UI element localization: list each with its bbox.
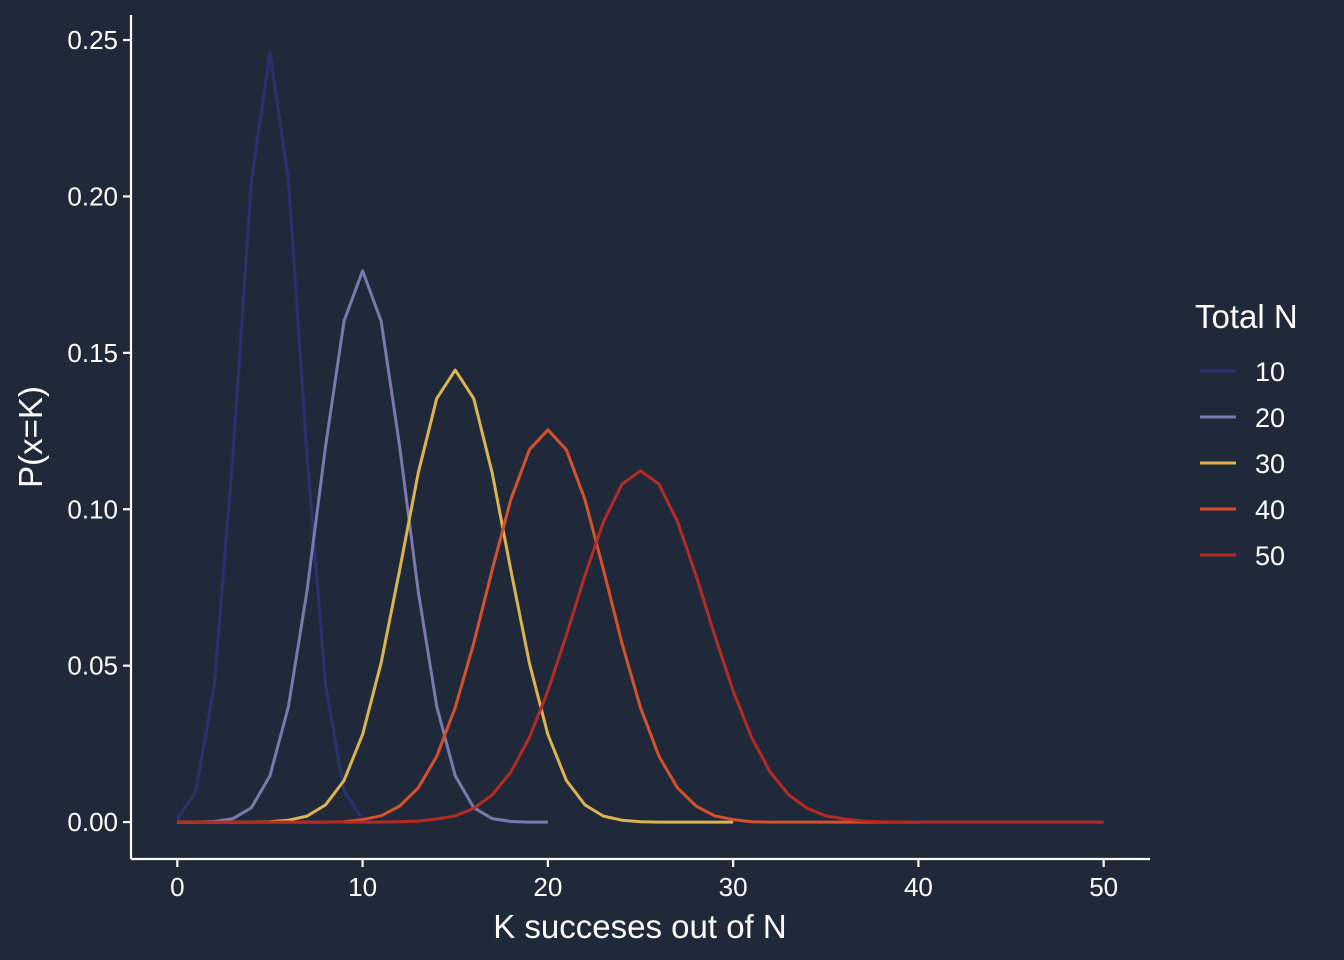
- legend: Total N 10 20 30 40 50: [1195, 298, 1298, 571]
- legend-item-40: 40: [1200, 495, 1285, 525]
- y-tick-label: 0.20: [67, 181, 118, 211]
- y-tick-label: 0.25: [67, 25, 118, 55]
- x-tick-label: 50: [1089, 872, 1118, 902]
- legend-label: 10: [1255, 357, 1285, 387]
- plot-lines: [176, 50, 1104, 824]
- legend-item-20: 20: [1200, 403, 1285, 433]
- x-tick-label: 30: [719, 872, 748, 902]
- y-tick-label: 0.15: [67, 338, 118, 368]
- y-ticks: 0.00 0.05 0.10 0.15 0.20 0.25: [67, 25, 131, 837]
- legend-item-30: 30: [1200, 449, 1285, 479]
- y-axis-title: P(x=K): [12, 386, 49, 488]
- series-line-50: [177, 469, 1104, 824]
- legend-label: 20: [1255, 403, 1285, 433]
- legend-item-50: 50: [1200, 541, 1285, 571]
- x-axis-title: K succeses out of N: [493, 908, 786, 945]
- legend-label: 50: [1255, 541, 1285, 571]
- series-line-10: [176, 50, 364, 820]
- x-tick-label: 40: [904, 872, 933, 902]
- y-tick-label: 0.05: [67, 651, 118, 681]
- x-tick-label: 20: [533, 872, 562, 902]
- legend-items: 10 20 30 40 50: [1200, 357, 1285, 571]
- x-tick-label: 10: [348, 872, 377, 902]
- y-tick-label: 0.00: [67, 807, 118, 837]
- y-tick-label: 0.10: [67, 494, 118, 524]
- x-tick-label: 0: [170, 872, 184, 902]
- legend-label: 30: [1255, 449, 1285, 479]
- series-line-20: [177, 269, 548, 824]
- legend-item-10: 10: [1200, 357, 1285, 387]
- legend-label: 40: [1255, 495, 1285, 525]
- x-ticks: 0 10 20 30 40 50: [170, 859, 1118, 902]
- axes: 0 10 20 30 40 50 0.00 0.05 0.10 0.15 0.20 0.25: [67, 15, 1150, 902]
- legend-title: Total N: [1195, 298, 1298, 335]
